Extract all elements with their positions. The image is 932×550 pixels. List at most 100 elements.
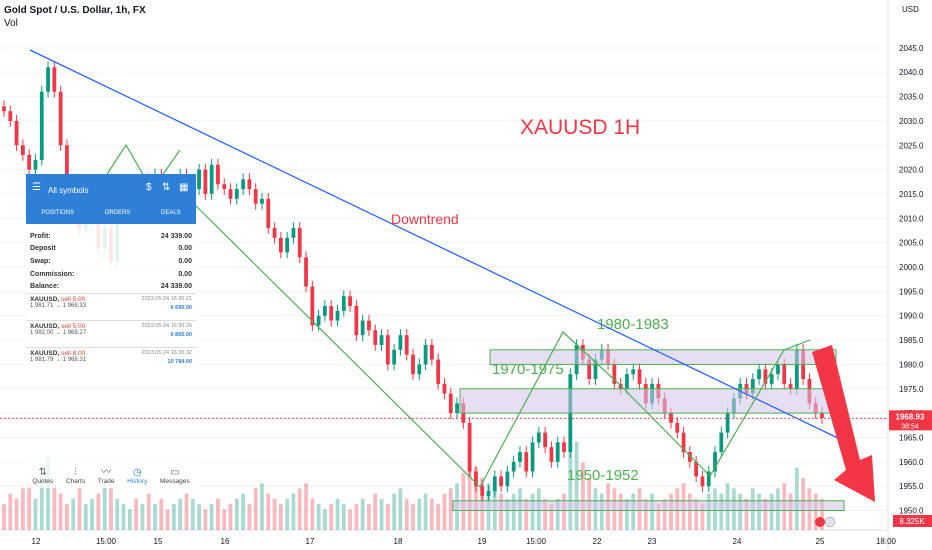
volume-bar [165,509,170,530]
menu-icon[interactable]: ☰ [32,182,41,193]
price-tick-label: 2040.0 [899,68,924,77]
candle-body [480,486,485,496]
volume-bar [71,498,76,530]
candle-body [58,91,63,146]
volume-bar [581,462,585,530]
forecast-arrow [812,345,875,502]
volume-bar [505,498,510,530]
volume-bar [562,493,566,530]
candle-body [27,155,32,170]
panel-header: ☰ All symbols $ ⇅ ▦ POSITIONS ORDERS DEA… [26,174,196,224]
candle-body [354,305,359,336]
volume-bar [77,488,82,530]
trade-row[interactable]: XAUUSD, sell 8.00 1 981.79 → 1 968.31 20… [26,346,196,374]
volume-bar [392,493,397,530]
candle-body [234,189,239,199]
symbol-filter[interactable]: All symbols [48,186,89,195]
quotes-icon: ⇅ [38,467,47,478]
candle-body [788,383,793,389]
nav-messages[interactable]: ▭ Messages [159,467,190,485]
volume-bar [650,493,654,530]
price-tick-label: 2000.0 [899,263,924,272]
time-tick-label: 19 [478,537,487,546]
nav-trade[interactable]: 〰 Trade [98,463,115,488]
price-zone [452,500,845,512]
volume-bar [146,493,151,530]
candle-body [8,111,13,121]
price-zone [459,388,837,414]
volume-bar [58,493,63,530]
price-tick-label: 2005.0 [899,239,924,248]
volume-bar [253,488,258,530]
candle-body [385,335,390,365]
volume-bar [398,488,403,530]
history-icon: ◷ [132,467,142,478]
candle-body [39,91,44,160]
tab-orders[interactable]: ORDERS [104,210,131,216]
candle-body [675,422,680,433]
volume-bar [341,504,346,530]
calendar-icon[interactable]: ▦ [179,182,189,193]
price-tick-label: 1965.0 [899,433,924,442]
volume-bar [316,504,321,530]
volume-bar [436,504,441,530]
candle-body [2,106,6,112]
candle-body [505,471,510,487]
candle-body [436,359,441,384]
swap-row: Swap: 0.00 [30,257,192,265]
volume-bar [669,493,673,530]
trade-row[interactable]: XAUUSD, sell 5.00 1 982.00 → 1 968.27 20… [26,319,196,347]
price-tick-label: 1995.0 [899,287,924,296]
volume-value-label: 8.325K [899,517,925,526]
candle-body [492,476,497,492]
candle-body [297,228,302,258]
volume-bar [354,504,359,530]
volume-bar [228,504,233,530]
bottom-nav: ⇅ Quotes ⫶ Charts 〰 Trade ◷ History ▭ Message… [26,454,196,488]
trade-row[interactable]: XAUUSD, sell 5.00 1 981.71 → 1 968.33 20… [26,292,196,320]
trend-channel-line [189,199,481,488]
candle-body [782,364,787,384]
candle-body [203,169,208,194]
sort-icon[interactable]: ⇅ [162,182,171,193]
volume-bar [794,467,799,530]
tab-positions[interactable]: POSITIONS [41,210,74,216]
volume-bar [241,493,245,530]
volume-bar [348,509,352,530]
candle-body [404,335,409,355]
volume-bar [373,493,378,530]
nav-quotes[interactable]: ⇅ Quotes [32,467,54,485]
dollar-icon[interactable]: $ [146,182,152,193]
downtrend-annotation: Downtrend [391,211,459,227]
candle-body [329,305,334,321]
candle-body [625,374,629,389]
volume-bar [423,493,428,530]
zone-label: 1980-1983 [597,316,669,333]
volume-bar [2,504,6,530]
candle-body [291,228,296,238]
candle-body [448,393,453,414]
time-tick-label: 15 [154,537,163,546]
volume-bar [27,483,32,530]
deposit-row: Deposit 0.00 [30,245,192,253]
candle-body [253,189,258,204]
volume-bar [190,498,195,530]
volume-bar [543,498,548,530]
candle-body [323,305,327,316]
volume-indicator-label: Vol [4,18,18,29]
nav-history[interactable]: ◷ History [127,467,148,485]
volume-bar [83,504,88,530]
current-price-label: 1968.93 [896,412,925,421]
volume-bar [820,498,824,530]
candle-body [33,159,38,170]
price-tick-label: 1980.0 [899,360,924,369]
candle-body [700,476,705,487]
price-tick-label: 2030.0 [899,117,924,126]
tab-deals[interactable]: DEALS [160,210,181,216]
candle-body [20,145,25,156]
nav-charts[interactable]: ⫶ Charts [65,467,86,485]
candle-body [455,403,459,414]
price-zone [489,349,837,365]
candle-body [776,364,780,375]
